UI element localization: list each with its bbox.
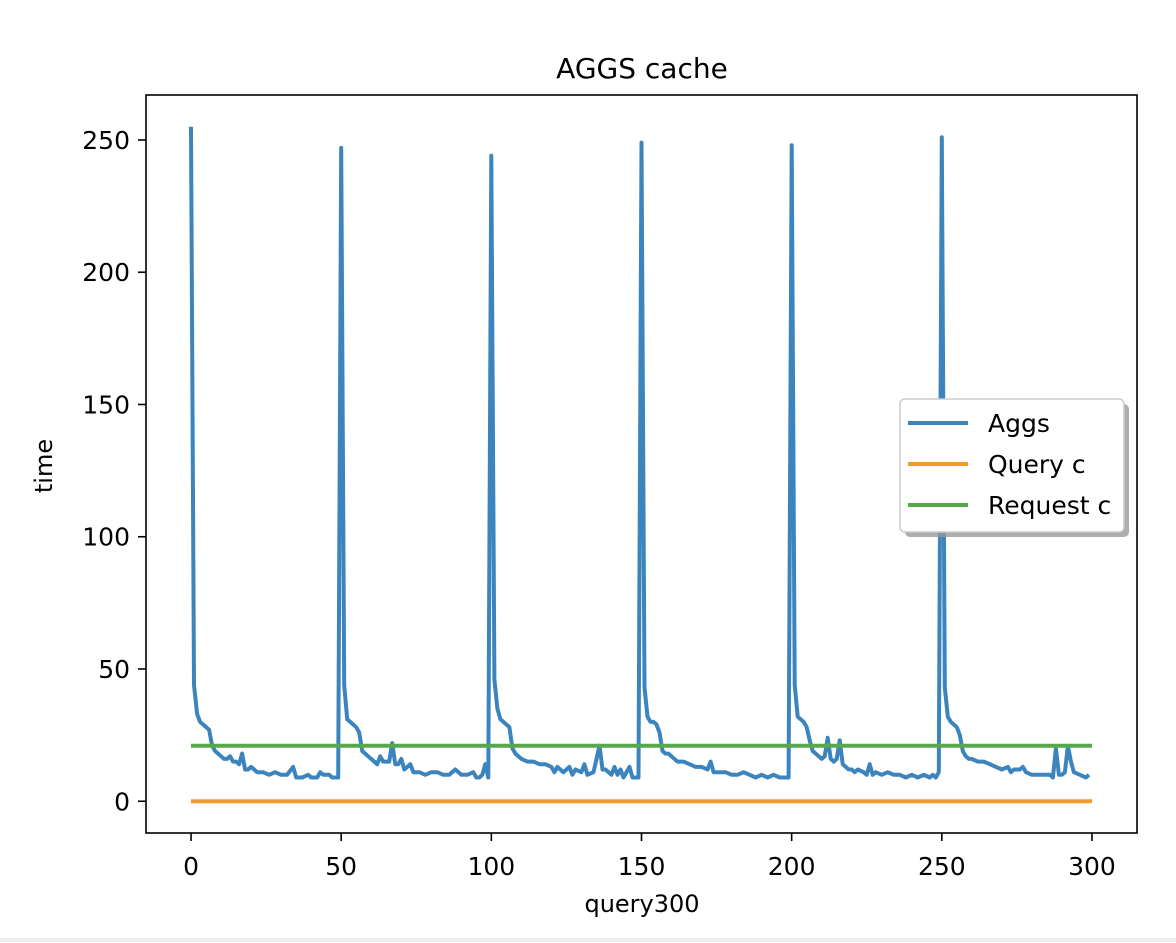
chart-title: AGGS cache: [556, 52, 728, 85]
x-tick-label-6: 250: [918, 852, 966, 881]
x-tick-label-3: 100: [467, 852, 515, 881]
y-axis-label: time: [30, 439, 58, 493]
x-axis-label: query300: [584, 890, 699, 918]
plot-area: 0 50 100 150 200 250 300 0 50 100 150 200 250: [82, 94, 1138, 881]
x-tick-label-5: 200: [768, 852, 816, 881]
x-tick-label-2: 50: [325, 852, 357, 881]
legend: Aggs Query c Request c: [899, 398, 1129, 537]
y-tick-label-1: 0: [114, 787, 130, 816]
y-tick-label-4: 150: [82, 390, 130, 419]
y-tick-label-3: 100: [82, 523, 130, 552]
legend-box: [899, 398, 1125, 533]
series-line-1: [189, 126, 1091, 780]
x-tick-label-1: 0: [183, 852, 199, 881]
y-tick-label-2: 50: [98, 655, 130, 684]
legend-label-2: Query c: [988, 450, 1086, 479]
legend-label-3: Request c: [988, 491, 1111, 520]
y-tick-label-6: 250: [82, 126, 130, 155]
x-tick-label-7: 300: [1068, 852, 1116, 881]
legend-label-1: Aggs: [988, 409, 1050, 438]
y-tick-label-5: 200: [82, 258, 130, 287]
x-tick-label-4: 150: [618, 852, 666, 881]
bottom-strip: [0, 938, 1176, 942]
